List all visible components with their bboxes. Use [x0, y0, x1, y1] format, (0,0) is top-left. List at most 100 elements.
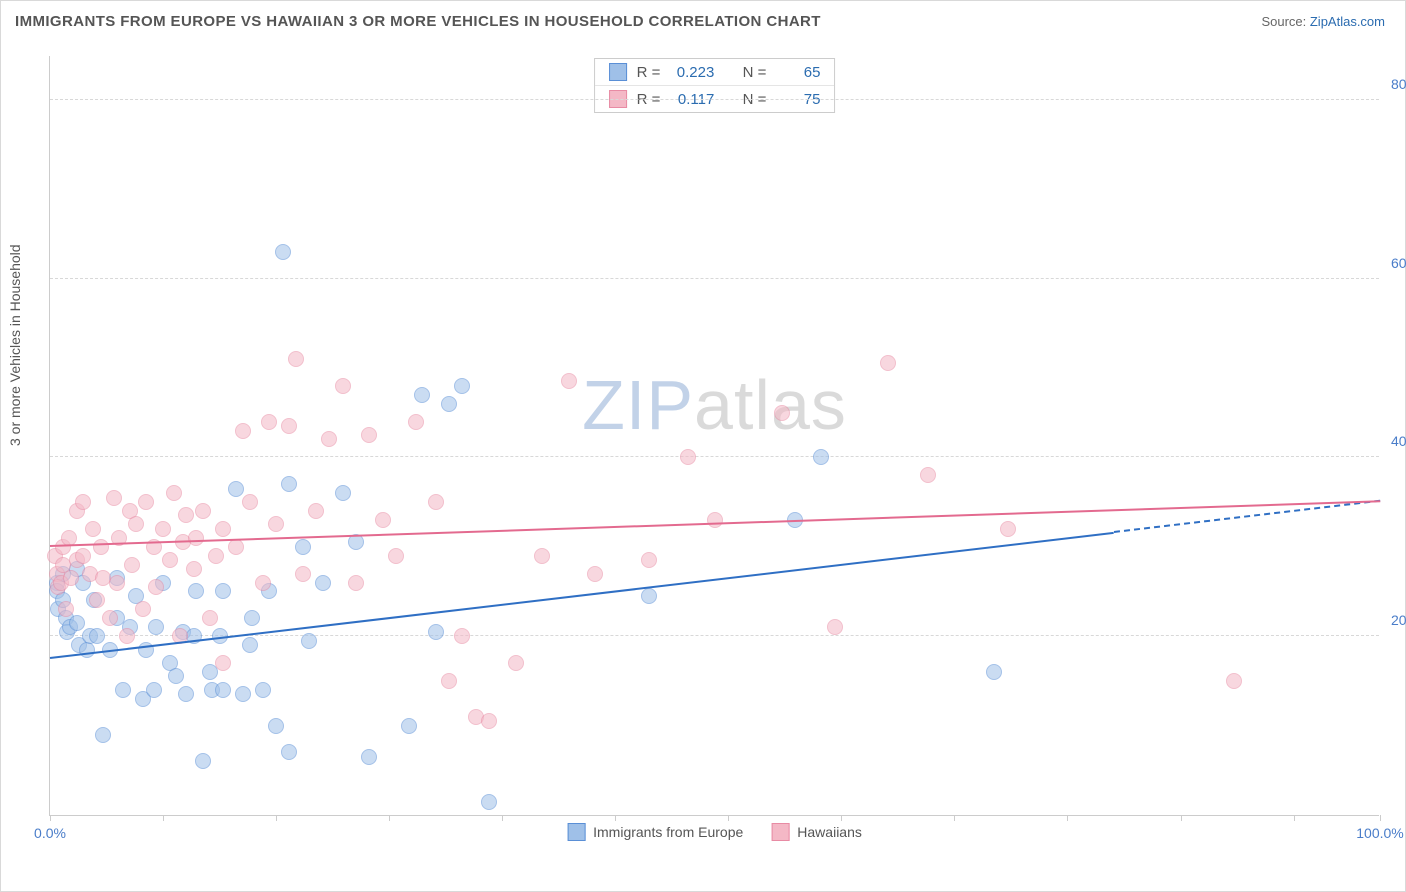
- y-tick-label: 40.0%: [1383, 433, 1406, 449]
- scatter-point: [813, 449, 829, 465]
- stats-legend-row: R =0.223 N =65: [595, 59, 835, 85]
- x-tick: [1067, 815, 1068, 821]
- plot-area: ZIPatlas R =0.223 N =65R =0.117 N =75 Im…: [49, 56, 1379, 816]
- scatter-point: [920, 467, 936, 483]
- scatter-point: [281, 744, 297, 760]
- scatter-point: [454, 628, 470, 644]
- scatter-point: [75, 548, 91, 564]
- scatter-point: [178, 686, 194, 702]
- legend-swatch: [609, 63, 627, 81]
- scatter-point: [148, 619, 164, 635]
- scatter-point: [335, 378, 351, 394]
- scatter-point: [89, 592, 105, 608]
- x-tick: [389, 815, 390, 821]
- scatter-point: [268, 718, 284, 734]
- scatter-point: [69, 615, 85, 631]
- scatter-point: [534, 548, 550, 564]
- scatter-point: [168, 668, 184, 684]
- scatter-point: [155, 521, 171, 537]
- scatter-point: [281, 418, 297, 434]
- scatter-point: [135, 601, 151, 617]
- scatter-point: [308, 503, 324, 519]
- scatter-point: [375, 512, 391, 528]
- scatter-point: [235, 423, 251, 439]
- gridline: [50, 278, 1379, 279]
- scatter-point: [186, 561, 202, 577]
- scatter-point: [242, 494, 258, 510]
- x-tick: [502, 815, 503, 821]
- scatter-point: [680, 449, 696, 465]
- scatter-point: [109, 575, 125, 591]
- y-axis-label: 3 or more Vehicles in Household: [7, 244, 23, 446]
- x-tick: [163, 815, 164, 821]
- scatter-point: [388, 548, 404, 564]
- x-tick: [1294, 815, 1295, 821]
- scatter-point: [428, 624, 444, 640]
- r-label: R =: [637, 64, 661, 81]
- scatter-point: [215, 521, 231, 537]
- scatter-point: [215, 583, 231, 599]
- legend-item: Hawaiians: [771, 823, 862, 841]
- y-tick-label: 60.0%: [1383, 255, 1406, 271]
- scatter-point: [295, 566, 311, 582]
- legend-label: Immigrants from Europe: [593, 824, 743, 840]
- scatter-point: [124, 557, 140, 573]
- n-value: 65: [776, 64, 820, 81]
- scatter-point: [188, 530, 204, 546]
- x-tick: [954, 815, 955, 821]
- scatter-point: [89, 628, 105, 644]
- scatter-point: [242, 637, 258, 653]
- scatter-point: [1000, 521, 1016, 537]
- r-value: 0.223: [670, 64, 714, 81]
- watermark-zip: ZIP: [582, 366, 694, 444]
- scatter-point: [774, 405, 790, 421]
- scatter-point: [301, 633, 317, 649]
- scatter-point: [414, 387, 430, 403]
- scatter-point: [587, 566, 603, 582]
- scatter-point: [195, 503, 211, 519]
- source-link[interactable]: ZipAtlas.com: [1310, 14, 1385, 29]
- watermark-atlas: atlas: [694, 366, 847, 444]
- x-tick: [841, 815, 842, 821]
- x-tick-label: 100.0%: [1356, 825, 1403, 841]
- scatter-point: [1226, 673, 1242, 689]
- scatter-point: [561, 373, 577, 389]
- chart-title: IMMIGRANTS FROM EUROPE VS HAWAIIAN 3 OR …: [15, 13, 821, 30]
- scatter-point: [119, 628, 135, 644]
- scatter-point: [146, 682, 162, 698]
- scatter-point: [295, 539, 311, 555]
- gridline: [50, 456, 1379, 457]
- scatter-point: [454, 378, 470, 394]
- scatter-point: [85, 521, 101, 537]
- x-tick: [50, 815, 51, 821]
- scatter-point: [641, 588, 657, 604]
- gridline: [50, 99, 1379, 100]
- scatter-point: [195, 753, 211, 769]
- scatter-point: [335, 485, 351, 501]
- scatter-point: [275, 244, 291, 260]
- scatter-point: [228, 539, 244, 555]
- scatter-point: [441, 673, 457, 689]
- scatter-point: [641, 552, 657, 568]
- scatter-point: [288, 351, 304, 367]
- scatter-point: [166, 485, 182, 501]
- scatter-point: [106, 490, 122, 506]
- scatter-point: [481, 794, 497, 810]
- bottom-legend: Immigrants from Europe Hawaiians: [567, 823, 862, 841]
- scatter-point: [401, 718, 417, 734]
- scatter-point: [361, 749, 377, 765]
- scatter-point: [208, 548, 224, 564]
- scatter-point: [827, 619, 843, 635]
- scatter-point: [315, 575, 331, 591]
- scatter-point: [188, 583, 204, 599]
- scatter-point: [408, 414, 424, 430]
- scatter-point: [281, 476, 297, 492]
- scatter-point: [481, 713, 497, 729]
- legend-item: Immigrants from Europe: [567, 823, 743, 841]
- scatter-point: [202, 610, 218, 626]
- scatter-point: [441, 396, 457, 412]
- scatter-point: [93, 539, 109, 555]
- scatter-point: [75, 494, 91, 510]
- scatter-point: [138, 494, 154, 510]
- title-row: IMMIGRANTS FROM EUROPE VS HAWAIIAN 3 OR …: [1, 1, 1405, 38]
